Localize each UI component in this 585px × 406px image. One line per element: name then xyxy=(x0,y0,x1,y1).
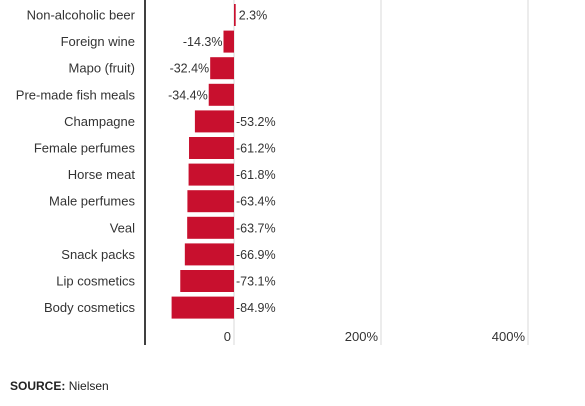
value-label: -32.4% xyxy=(170,62,210,76)
category-label: Veal xyxy=(110,220,135,235)
value-label: -73.1% xyxy=(236,275,276,289)
bar xyxy=(189,137,234,159)
bar xyxy=(223,30,234,53)
category-label: Pre-made fish meals xyxy=(16,87,136,102)
bar xyxy=(234,4,236,26)
value-labels: 2.3% -14.3% -32.4% -34.4% -53.2% -61.2% -61.8%… xyxy=(168,9,276,316)
value-label: 2.3% xyxy=(239,9,267,23)
category-label: Non-alcoholic beer xyxy=(27,8,136,23)
value-label: -84.9% xyxy=(236,301,276,315)
value-label: -63.4% xyxy=(236,195,276,209)
value-label: -53.2% xyxy=(236,115,276,129)
bar xyxy=(180,270,234,292)
x-tick-label: 400% xyxy=(492,329,526,344)
source-text: Nielsen xyxy=(68,379,109,393)
category-labels: Non-alcoholic beer Foreign wine Mapo (frui… xyxy=(16,8,136,316)
value-label: -61.8% xyxy=(236,168,276,182)
value-label: -66.9% xyxy=(236,248,276,262)
value-label: -63.7% xyxy=(236,221,276,235)
bars xyxy=(171,4,236,319)
category-label: Horse meat xyxy=(68,167,136,182)
value-label: -14.3% xyxy=(183,35,223,49)
category-label: Mapo (fruit) xyxy=(69,61,135,76)
category-label: Female perfumes xyxy=(34,141,136,156)
bar xyxy=(171,296,234,319)
category-label: Lip cosmetics xyxy=(56,274,135,289)
category-label: Snack packs xyxy=(61,247,135,262)
category-label: Body cosmetics xyxy=(44,300,136,315)
value-label: -34.4% xyxy=(168,88,208,102)
source-note: SOURCE: Nielsen xyxy=(10,379,109,393)
category-label: Champagne xyxy=(64,114,135,129)
value-label: -61.2% xyxy=(236,142,276,156)
category-label: Foreign wine xyxy=(61,34,135,49)
source-label: SOURCE: xyxy=(10,379,66,393)
bar xyxy=(184,243,234,266)
bar xyxy=(194,110,234,133)
grid-lines xyxy=(233,0,529,345)
bar xyxy=(210,57,234,80)
bar xyxy=(187,190,234,213)
bar xyxy=(187,216,234,239)
bar xyxy=(188,163,234,186)
x-tick-label: 0 xyxy=(224,329,231,344)
x-tick-labels: 0 200% 400% xyxy=(224,329,526,344)
bar xyxy=(208,83,234,106)
x-tick-label: 200% xyxy=(345,329,379,344)
category-label: Male perfumes xyxy=(49,194,135,209)
